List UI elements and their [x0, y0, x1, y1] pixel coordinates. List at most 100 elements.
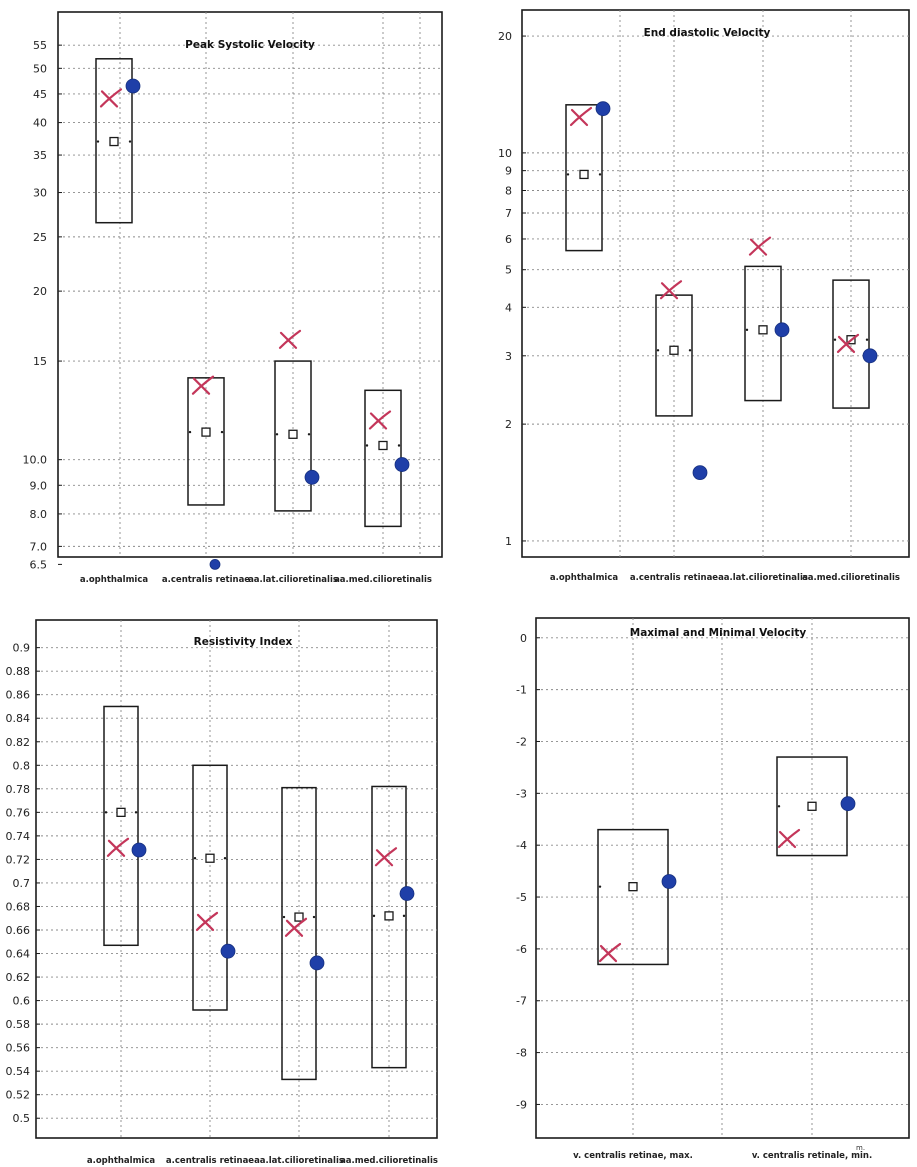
y-tick-label: -5 [516, 891, 527, 904]
patient-value-dot [595, 101, 611, 117]
y-tick-label: 45 [33, 88, 47, 101]
resistivity-index-chart: 0.9 0.88 0.86 0.84 0.82 0.8 0.78 0.76 0.74 0.72 0.… [6, 619, 438, 1166]
x-category-label: a.ophthalmica [550, 573, 619, 583]
y-tick-label: 30 [33, 187, 47, 200]
median-marker [201, 427, 211, 437]
x-category-label: a.centralis retinae [166, 1156, 254, 1166]
y-tick-label: -4 [516, 839, 527, 852]
y-tick-label: -2 [516, 735, 527, 748]
x-category-label: aa.med.cilioretinalis [340, 1156, 438, 1166]
median-tick-left [275, 433, 279, 436]
median-marker [579, 169, 589, 180]
y-tick-label: 20 [498, 30, 512, 43]
x-category-label: aa.med.cilioretinalis [334, 575, 432, 585]
y-tick-label: 50 [33, 62, 47, 75]
median-marker [294, 912, 304, 922]
y-tick-label: -8 [516, 1047, 527, 1060]
median-marker [628, 882, 638, 892]
y-tick-label: 0.72 [6, 853, 31, 866]
cross-marker [598, 942, 622, 963]
median-marker [807, 801, 817, 811]
patient-value-dot [131, 842, 147, 858]
median-tick-right [220, 430, 224, 434]
patient-value-dot [862, 348, 878, 364]
y-tick-label: -7 [516, 995, 527, 1008]
y-tick-label: 0 [520, 632, 527, 645]
y-tick-label: 15 [33, 355, 47, 368]
y-tick-label: 3 [505, 350, 512, 363]
range-box [103, 705, 139, 947]
range-box [95, 58, 133, 224]
x-category-label: v. centralis retinale, min. [752, 1151, 872, 1161]
cross-marker [99, 88, 123, 108]
x-category-label: aa.lat.cilioretinalis [254, 1156, 344, 1166]
y-tick-label: -3 [516, 787, 527, 800]
median-tick-left [193, 857, 197, 860]
plot-frame [535, 617, 910, 1139]
median-tick-right [688, 349, 692, 352]
y-tick-label: 8 [505, 184, 512, 197]
median-tick-right [312, 915, 316, 919]
y-tick-label: -1 [516, 684, 527, 697]
plot-frame [35, 619, 438, 1139]
y-tick-label: 4 [505, 301, 512, 314]
cross-marker [569, 106, 593, 127]
median-tick-right [865, 338, 869, 341]
patient-value-dot [125, 78, 141, 94]
cross-marker [191, 375, 215, 395]
patient-value-dot [692, 465, 708, 481]
y-tick-label: 0.68 [6, 900, 31, 913]
y-tick-label: 0.9 [13, 642, 31, 655]
y-tick-label: 0.7 [13, 877, 31, 890]
median-marker [116, 807, 126, 818]
chart-title: Peak Systolic Velocity [185, 39, 315, 51]
y-tick-label: 2 [505, 418, 512, 431]
cross-marker [777, 828, 801, 849]
y-tick-label: 0.6 [13, 995, 31, 1008]
y-tick-label: -6 [516, 943, 527, 956]
median-tick-right [128, 140, 132, 143]
y-tick-label: 0.62 [6, 971, 31, 984]
maximal-minimal-velocity-chart: 0 -1 -2 -3 -4 -5 -6 -7 -8 -9 Maximal and Minimal V… [516, 617, 910, 1161]
median-tick-left [365, 444, 369, 447]
median-tick-left [833, 338, 837, 341]
median-marker [384, 911, 394, 921]
plot-frame [57, 11, 443, 558]
cross-marker [195, 911, 219, 932]
cross-marker [748, 236, 772, 256]
y-tick-label: 0.5 [13, 1112, 31, 1125]
x-category-label: a.ophthalmica [87, 1156, 156, 1166]
chart-title: Resistivity Index [194, 636, 293, 648]
median-tick-right [402, 914, 406, 918]
patient-value-dot [209, 559, 221, 570]
median-tick-left [372, 914, 376, 918]
y-tick-label: 0.56 [6, 1042, 31, 1055]
cross-marker [374, 847, 398, 867]
range-box [281, 786, 317, 1081]
y-tick-label: 6.5 [30, 558, 48, 571]
x-category-label: v. centralis retinae, max. [573, 1151, 693, 1161]
y-tick-label: 5 [505, 264, 512, 277]
y-tick-label: -9 [516, 1098, 527, 1111]
y-tick-label: 0.66 [6, 924, 31, 937]
median-marker [288, 429, 298, 439]
patient-value-dot [309, 955, 325, 971]
range-box [192, 764, 228, 1011]
y-tick-label: 8.0 [30, 508, 48, 521]
y-tick-label: 0.84 [6, 712, 31, 725]
range-box [565, 104, 603, 252]
patient-value-dot [394, 457, 410, 472]
x-category-label: aa.lat.cilioretinalis [718, 573, 808, 583]
peak-systolic-velocity-chart: 55 50 45 40 35 30 25 20 15 10.0 9.0 8.0 7.0 6.5 Peak S… [23, 11, 443, 585]
y-tick-label: 0.86 [6, 689, 31, 702]
range-box [371, 785, 407, 1069]
y-tick-label: 40 [33, 117, 47, 130]
median-marker [205, 853, 215, 863]
end-diastolic-velocity-chart: 20 10 9 8 7 6 5 4 3 2 1 End diastolic Velocity a.oph… [498, 9, 910, 583]
median-tick-right [223, 857, 227, 860]
y-tick-label: 55 [33, 39, 47, 52]
patient-value-dot [399, 886, 415, 901]
y-tick-label: 10 [498, 147, 512, 160]
y-tick-label: 35 [33, 149, 47, 162]
